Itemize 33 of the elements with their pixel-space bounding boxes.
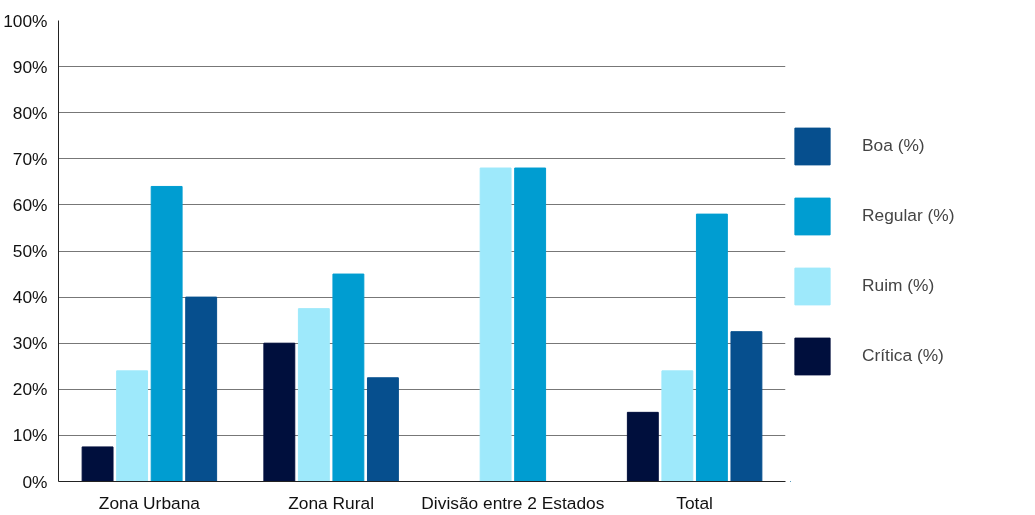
bar	[626, 411, 659, 482]
x-tick-label: Zona Rural	[288, 492, 374, 513]
bar	[366, 377, 399, 482]
x-tick-label: Total	[676, 492, 713, 513]
y-tick-label: 0%	[22, 471, 48, 492]
y-tick-label: 60%	[12, 194, 48, 215]
legend-label: Regular (%)	[862, 205, 955, 226]
bar	[297, 308, 330, 482]
legend-label: Crítica (%)	[862, 345, 944, 366]
y-tick-label: 50%	[12, 241, 48, 261]
bar	[479, 167, 512, 482]
bar	[730, 331, 763, 482]
legend-label: Boa (%)	[862, 135, 925, 156]
y-tick-label: 10%	[12, 425, 48, 446]
y-tick-label: 100%	[3, 10, 48, 31]
y-tick-label: 90%	[12, 56, 48, 77]
bar	[116, 370, 149, 482]
y-tick-label: 70%	[12, 148, 48, 169]
bar	[81, 446, 114, 482]
bar	[150, 185, 183, 482]
y-tick-label: 80%	[12, 102, 48, 123]
x-tick-label: Divisão entre 2 Estados	[421, 492, 605, 513]
bar	[661, 370, 694, 482]
bar	[695, 213, 728, 482]
bar	[185, 296, 218, 482]
x-tick-label: Zona Urbana	[98, 492, 201, 513]
bar	[514, 167, 547, 482]
y-tick-label: 20%	[12, 379, 48, 400]
y-tick-label: 30%	[12, 333, 48, 354]
bar	[332, 273, 365, 482]
y-tick-label: 40%	[12, 287, 48, 308]
bar	[263, 342, 296, 482]
legend-label: Ruim (%)	[862, 275, 935, 296]
